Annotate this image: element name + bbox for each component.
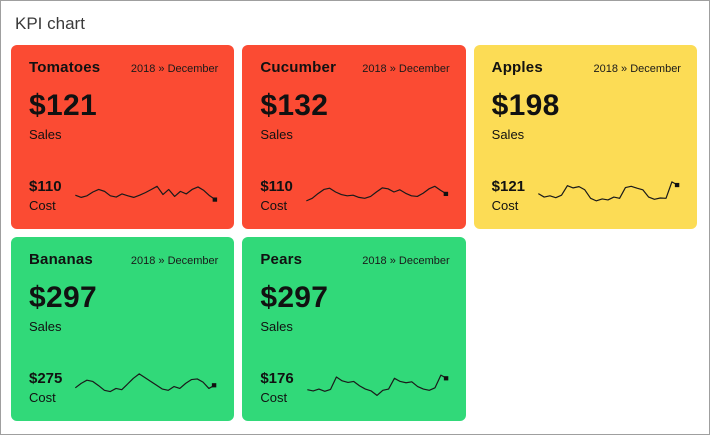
page-title: KPI chart	[15, 14, 85, 33]
cost-sparkline	[535, 173, 680, 211]
card-header: Tomatoes 2018 » December	[29, 59, 218, 76]
cost-label: Cost	[491, 198, 519, 213]
card-header: Apples 2018 » December	[492, 59, 681, 76]
cost-label: Cost	[260, 198, 288, 213]
period-breadcrumb[interactable]: 2018 » December	[593, 63, 681, 75]
sparkline-end-marker	[443, 191, 448, 197]
kpi-card-apples: Apples 2018 » December $198 Sales $121 C…	[473, 45, 697, 229]
card-title: Apples	[491, 59, 543, 76]
kpi-card-tomatoes: Tomatoes 2018 » December $121 Sales $110…	[11, 45, 235, 229]
period-breadcrumb[interactable]: 2018 » December	[130, 255, 219, 267]
sparkline-end-marker	[443, 376, 448, 381]
kpi-card-pears: Pears 2018 » December $297 Sales $176 Co…	[242, 237, 466, 421]
cost-row: $275 Cost	[29, 365, 218, 405]
cost-row: $110 Cost	[29, 173, 218, 213]
sales-label: Sales	[29, 127, 62, 142]
sparkline-end-marker	[212, 383, 217, 388]
sales-label: Sales	[260, 127, 293, 142]
cost-block: $110 Cost	[260, 178, 293, 213]
period-breadcrumb[interactable]: 2018 » December	[362, 255, 450, 267]
cost-value: $275	[29, 370, 63, 387]
kpi-card-bananas: Bananas 2018 » December $297 Sales $275 …	[11, 237, 235, 421]
card-title: Cucumber	[260, 59, 337, 76]
cost-block: $121 Cost	[492, 178, 525, 213]
cost-sparkline	[303, 173, 448, 211]
card-title: Tomatoes	[29, 59, 101, 76]
period-breadcrumb[interactable]: 2018 » December	[130, 63, 219, 75]
cost-value: $176	[260, 370, 294, 387]
cost-sparkline	[304, 365, 448, 403]
cost-row: $110 Cost	[260, 173, 449, 213]
cost-row: $176 Cost	[260, 365, 449, 405]
cost-sparkline	[72, 365, 217, 403]
sparkline-end-marker	[212, 197, 217, 202]
cost-block: $110 Cost	[29, 178, 62, 213]
card-header: Pears 2018 » December	[260, 251, 449, 268]
sparkline-end-marker	[674, 182, 680, 188]
card-header: Bananas 2018 » December	[29, 251, 218, 268]
cost-label: Cost	[260, 390, 288, 405]
kpi-card-cucumber: Cucumber 2018 » December $132 Sales $110…	[242, 45, 466, 229]
sales-value: $121	[29, 89, 97, 122]
cost-label: Cost	[29, 390, 56, 405]
sales-value: $297	[260, 281, 329, 314]
card-header: Cucumber 2018 » December	[260, 59, 449, 76]
cost-block: $176 Cost	[260, 370, 293, 405]
cost-label: Cost	[29, 198, 56, 213]
cost-row: $121 Cost	[492, 173, 681, 213]
cost-value: $121	[491, 178, 526, 195]
kpi-card-grid: Tomatoes 2018 » December $121 Sales $110…	[1, 34, 709, 421]
card-title: Pears	[260, 251, 303, 268]
cost-value: $110	[29, 178, 62, 195]
sales-value: $198	[491, 89, 560, 122]
cost-value: $110	[260, 178, 293, 195]
sales-label: Sales	[491, 127, 525, 142]
sales-value: $132	[260, 89, 329, 122]
sales-label: Sales	[260, 319, 293, 334]
sales-value: $297	[29, 281, 97, 314]
card-title: Bananas	[29, 251, 93, 268]
period-breadcrumb[interactable]: 2018 » December	[362, 63, 450, 75]
cost-block: $275 Cost	[29, 370, 62, 405]
cost-sparkline	[72, 173, 217, 202]
sales-label: Sales	[29, 319, 62, 334]
